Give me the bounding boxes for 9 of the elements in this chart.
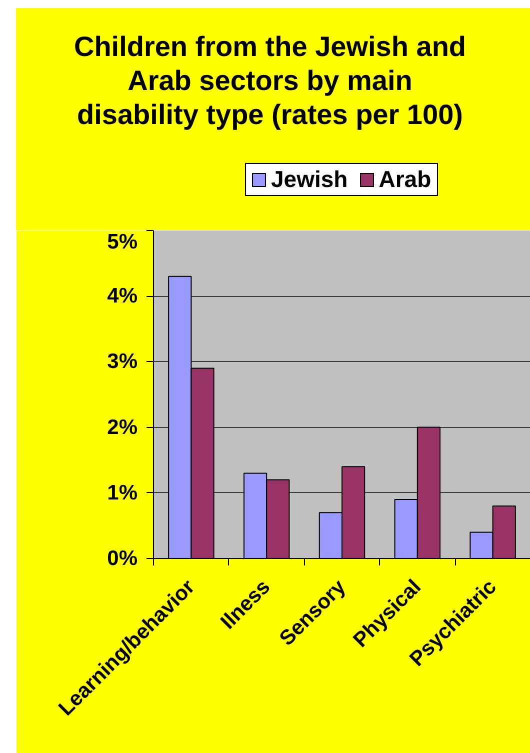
y-tick-label: 4% — [107, 284, 138, 308]
y-tick-label: 2% — [107, 416, 138, 439]
chart-title: Children from the Jewish and Arab sectors by main disability type (rates per 100) — [72, 30, 468, 132]
y-tick-label: 5% — [107, 230, 138, 254]
y-tick-label: 3% — [107, 350, 138, 374]
y-tick-label: 1% — [107, 481, 138, 504]
legend-label: Jewish — [271, 166, 348, 193]
legend-label: Arab — [378, 166, 432, 193]
y-tick-label: 0% — [107, 547, 138, 570]
